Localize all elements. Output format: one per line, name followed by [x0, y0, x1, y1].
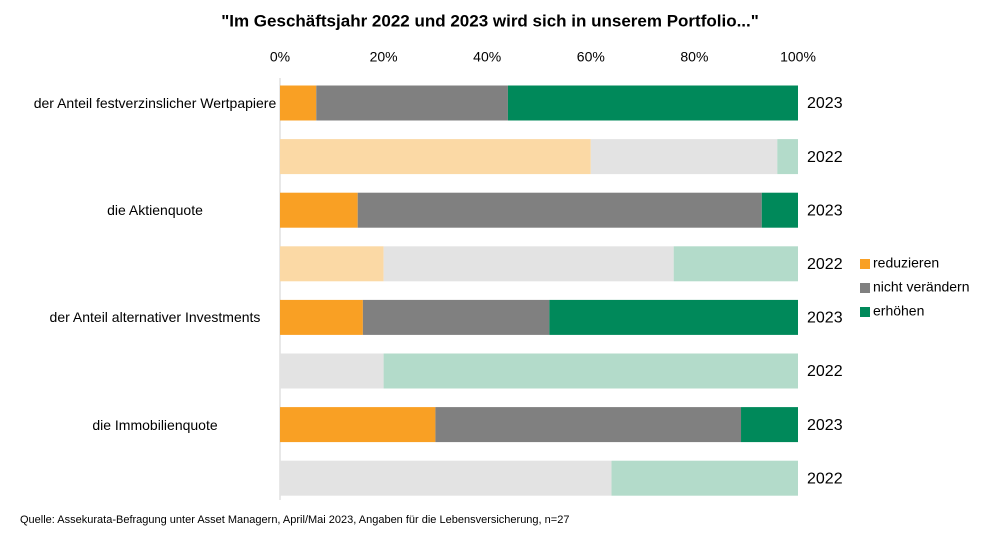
bar-segment — [280, 407, 436, 443]
x-tick-label: 20% — [370, 49, 398, 65]
category-label: die Aktienquote — [107, 202, 203, 219]
bar-segment — [435, 407, 742, 443]
row-label: 2022 — [807, 470, 843, 487]
bar-segment — [777, 139, 798, 175]
legend-label: erhöhen — [873, 303, 924, 319]
row-label: 2022 — [807, 149, 843, 166]
legend-label: reduzieren — [873, 255, 939, 271]
bar-segment — [362, 299, 550, 335]
bar-segment — [280, 139, 591, 175]
row-label: 2023 — [807, 417, 843, 434]
row-label: 2023 — [807, 95, 843, 112]
x-tick-label: 80% — [680, 49, 708, 65]
row-label: 2023 — [807, 202, 843, 219]
category-label: der Anteil alternativer Investments — [49, 309, 261, 326]
bar-segment — [280, 192, 358, 228]
bar-segment — [549, 299, 798, 335]
x-tick-label: 40% — [473, 49, 501, 65]
category-label: der Anteil festverzinslicher Wertpapiere — [33, 95, 277, 111]
legend-swatch — [860, 307, 870, 317]
legend-swatch — [860, 259, 870, 269]
bar-segment — [280, 460, 612, 496]
bar-segment — [673, 246, 798, 282]
x-tick-label: 60% — [577, 49, 605, 65]
bar-segment — [280, 246, 384, 282]
x-tick-label: 100% — [780, 49, 816, 65]
bar-segment — [507, 85, 798, 121]
bar-segment — [316, 85, 508, 121]
bar-segment — [383, 353, 798, 389]
chart-title: "Im Geschäftsjahr 2022 und 2023 wird sic… — [221, 11, 759, 30]
x-tick-label: 0% — [270, 49, 290, 65]
bar-segment — [357, 192, 762, 228]
bar-segment — [590, 139, 778, 175]
legend-label: nicht verändern — [873, 279, 970, 295]
bar-segment — [761, 192, 798, 228]
legend-swatch — [860, 283, 870, 293]
bar-segment — [280, 353, 384, 389]
source-note: Quelle: Assekurata-Befragung unter Asset… — [20, 514, 569, 526]
row-label: 2023 — [807, 310, 843, 327]
bar-segment — [611, 460, 798, 496]
bar-segment — [280, 85, 317, 121]
category-label: die Immobilienquote — [92, 416, 218, 433]
bar-segment — [280, 299, 363, 335]
row-label: 2022 — [807, 256, 843, 273]
row-label: 2022 — [807, 363, 843, 380]
bar-segment — [741, 407, 798, 443]
bar-segment — [383, 246, 674, 282]
